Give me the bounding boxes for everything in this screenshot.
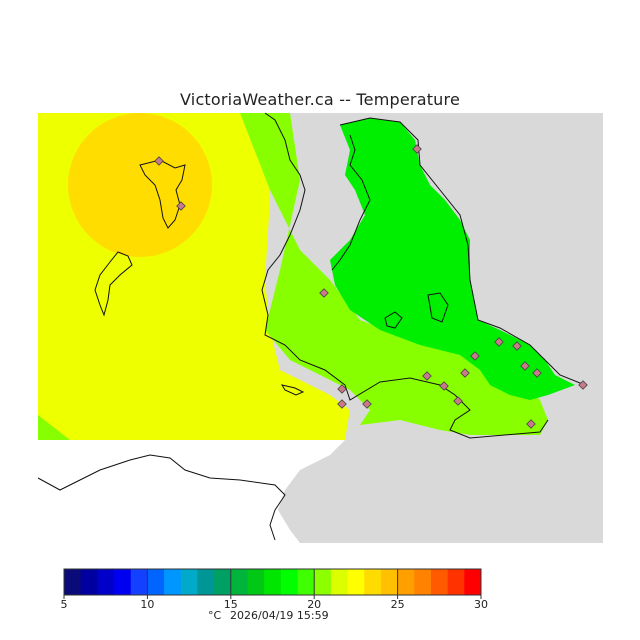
color-scale-swatch: [247, 569, 265, 595]
station-marker[interactable]: [412, 144, 422, 154]
color-scale-swatch: [97, 569, 115, 595]
color-scale-swatch: [147, 569, 165, 595]
unit-label: °C: [208, 609, 222, 622]
station-marker[interactable]: [470, 351, 480, 361]
color-scale-tick-label: 10: [140, 598, 154, 611]
color-scale-swatch: [414, 569, 432, 595]
color-scale-swatch: [297, 569, 315, 595]
station-marker[interactable]: [319, 288, 329, 298]
color-scale-swatch: [164, 569, 182, 595]
color-scale-swatch: [214, 569, 232, 595]
station-marker[interactable]: [362, 399, 372, 409]
station-marker[interactable]: [526, 419, 536, 429]
temp-zone-green: [330, 118, 575, 400]
color-scale-swatch: [380, 569, 399, 595]
color-scale-ticks: 5 10 15 20 25 30: [61, 569, 488, 611]
station-marker[interactable]: [337, 399, 347, 409]
color-scale-tick-label: 30: [474, 598, 488, 611]
station-marker[interactable]: [154, 156, 164, 166]
station-marker[interactable]: [337, 384, 347, 394]
color-scale-swatch: [430, 569, 449, 595]
color-scale-tick-label: 20: [307, 598, 321, 611]
color-scale-swatch: [80, 569, 98, 595]
station-marker[interactable]: [494, 337, 504, 347]
color-scale-tick-label: 15: [224, 598, 238, 611]
station-marker[interactable]: [532, 368, 542, 378]
temp-zone-lightgreen-sw: [38, 415, 70, 440]
color-scale-swatch: [197, 569, 215, 595]
station-marker[interactable]: [439, 381, 449, 391]
island-outline: [139, 159, 186, 229]
map-title: VictoriaWeather.ca -- Temperature: [180, 90, 460, 109]
color-scale-swatch: [464, 569, 482, 595]
color-scale-swatch: [447, 569, 465, 595]
timestamp-label: 2026/04/19 15:59: [230, 609, 329, 622]
peninsula-outline: [339, 117, 586, 386]
color-scale-tick-label: 5: [61, 598, 68, 611]
island-outline-2: [94, 251, 133, 317]
color-scale-bar: [63, 568, 482, 596]
weather-stations[interactable]: [154, 144, 588, 429]
color-scale-tick-label: 25: [391, 598, 405, 611]
color-scale-swatch: [397, 569, 415, 595]
station-marker[interactable]: [422, 371, 432, 381]
color-scale-swatch: [130, 569, 148, 595]
station-marker[interactable]: [520, 361, 530, 371]
station-marker[interactable]: [453, 396, 463, 406]
lake-2: [427, 292, 449, 323]
coastline: [261, 112, 549, 439]
color-scale-swatch: [280, 569, 299, 595]
inlet-outline: [331, 134, 371, 271]
south-shore-outline: [37, 454, 286, 541]
station-marker[interactable]: [176, 201, 186, 211]
color-scale-swatch: [364, 569, 382, 595]
station-marker[interactable]: [512, 341, 522, 351]
color-scale-swatch: [347, 569, 365, 595]
station-marker[interactable]: [460, 368, 470, 378]
water-south: [38, 440, 345, 543]
lake-1: [384, 311, 403, 329]
color-scale-swatch: [180, 569, 198, 595]
temp-zone-orange: [68, 113, 212, 257]
station-marker[interactable]: [578, 380, 588, 390]
color-scale-swatch: [330, 569, 349, 595]
color-scale-swatch: [314, 569, 332, 595]
color-scale-swatch: [64, 569, 82, 595]
lake-3: [280, 384, 305, 396]
color-scale-swatch: [114, 569, 132, 595]
color-scale-swatch: [230, 569, 248, 595]
color-scale-swatch: [264, 569, 282, 595]
